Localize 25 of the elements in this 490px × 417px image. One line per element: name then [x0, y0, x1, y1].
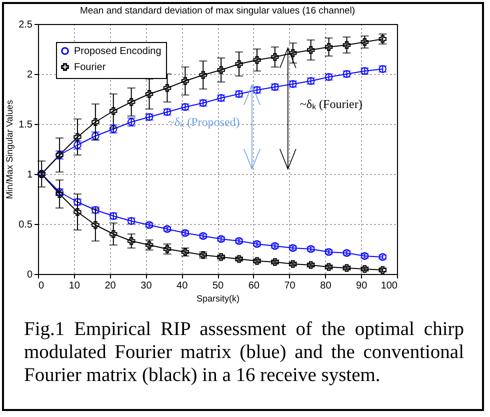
x-tick-label: 30	[140, 280, 152, 292]
chart-title: Mean and standard deviation of max singular values (16 channel)	[80, 6, 356, 16]
x-tick-label: 60	[248, 280, 260, 292]
y-tick-label: 2.5	[18, 20, 33, 30]
y-axis-title: Min/Max Singular Values	[4, 100, 15, 199]
x-tick-label: 80	[320, 280, 332, 292]
x-tick-label: 100	[380, 280, 398, 292]
x-tick-label: 0	[38, 280, 44, 292]
y-tick-label: 2	[26, 70, 33, 80]
y-tick-label: 0	[26, 270, 33, 280]
caption: Fig.1 Empirical RIP assessment of the optimal chirp modulated Fourier matrix (blue) and the conventional Fourier matrix (black) in a 16 receive system.	[24, 318, 464, 387]
legend-label: Fourier	[74, 62, 106, 73]
x-tick-label: 20	[104, 280, 116, 292]
y-tick-label: 1.5	[18, 120, 33, 130]
annotation: ~δₖ (Proposed)	[168, 114, 240, 130]
y-tick-label: 1	[26, 170, 33, 180]
x-axis-title: Sparsity(k)	[196, 294, 240, 304]
legend-label: Proposed Encoding	[74, 46, 162, 57]
annotation: ~δₖ (Fourier)	[300, 96, 362, 112]
x-tick-label: 90	[356, 280, 368, 292]
x-tick-label: 40	[176, 280, 188, 292]
x-tick-label: 70	[284, 280, 296, 292]
y-tick-label: 0.5	[18, 220, 33, 230]
x-tick-label: 10	[68, 280, 80, 292]
x-tick-label: 50	[212, 280, 224, 292]
